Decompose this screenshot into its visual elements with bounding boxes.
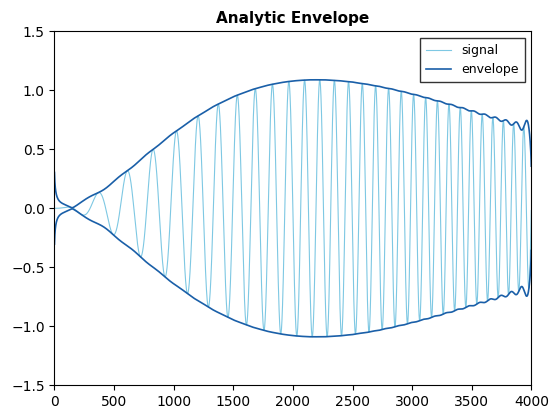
signal <box>278 331 284 336</box>
envelope <box>251 86 258 91</box>
Legend: signal, envelope: signal, envelope <box>420 38 525 82</box>
envelope <box>398 89 404 94</box>
envelope <box>255 85 262 90</box>
Line: envelope: envelope <box>54 80 531 208</box>
envelope <box>318 77 325 82</box>
envelope <box>278 80 284 85</box>
Line: signal: signal <box>54 80 531 337</box>
signal <box>309 334 316 339</box>
envelope <box>69 205 76 210</box>
signal <box>316 77 323 82</box>
signal <box>255 160 262 165</box>
envelope <box>51 170 58 175</box>
envelope <box>490 115 497 120</box>
envelope <box>514 120 520 125</box>
signal <box>528 208 535 213</box>
signal <box>514 236 520 241</box>
signal <box>51 206 58 211</box>
signal <box>490 116 497 121</box>
signal <box>398 89 404 94</box>
envelope <box>528 164 535 169</box>
signal <box>251 89 258 94</box>
Title: Analytic Envelope: Analytic Envelope <box>216 11 370 26</box>
